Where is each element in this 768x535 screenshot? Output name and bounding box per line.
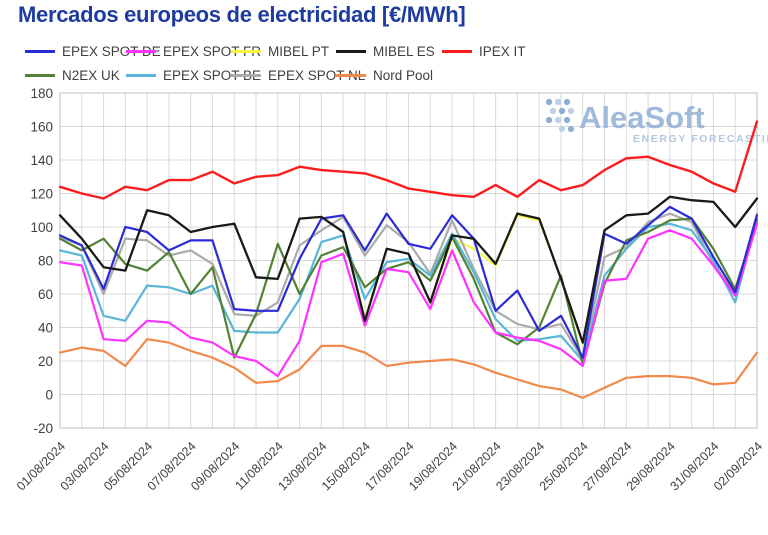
legend-item-mibel-es: MIBEL ES (336, 41, 435, 61)
legend-line-swatch (336, 49, 366, 53)
svg-text:140: 140 (30, 153, 53, 168)
plot-border (59, 92, 758, 429)
legend-label: MIBEL ES (373, 43, 435, 59)
legend-line-swatch (231, 49, 261, 53)
legend-item-mibel-pt: MIBEL PT (231, 41, 329, 61)
legend-item-epex-spot-de: EPEX SPOT DE (25, 41, 161, 61)
legend-item-epex-spot-fr: EPEX SPOT FR (126, 41, 261, 61)
svg-text:80: 80 (38, 254, 53, 269)
line-ipex-it (58, 120, 759, 200)
line-nord-pool (58, 338, 759, 399)
legend-item-n2ex-uk: N2EX UK (25, 65, 120, 85)
line-mibel-es (58, 195, 759, 344)
legend-line-swatch (25, 73, 55, 77)
legend-item-epex-spot-nl: EPEX SPOT NL (231, 65, 365, 85)
y-axis-labels: 180 160 140 120 100 80 60 40 20 0 -20 (30, 86, 53, 436)
svg-text:ENERGY FORECASTING: ENERGY FORECASTING (633, 133, 768, 145)
legend-label: EPEX SPOT FR (163, 43, 262, 59)
legend-label: Nord Pool (373, 67, 434, 83)
series-lines (58, 120, 759, 399)
svg-text:60: 60 (38, 287, 53, 302)
legend-line-swatch (126, 49, 156, 53)
legend-label: IPEX IT (479, 43, 526, 59)
svg-text:0: 0 (45, 388, 53, 403)
line-epex-spot-fr (58, 222, 759, 378)
legend-item-ipex-it: IPEX IT (442, 41, 526, 61)
line-epex-spot-de (58, 205, 759, 359)
legend-label: EPEX SPOT BE (163, 67, 262, 83)
legend-label: MIBEL PT (268, 43, 330, 59)
svg-text:AleaSoft: AleaSoft (579, 100, 705, 135)
legend-line-swatch (336, 73, 366, 77)
svg-text:180: 180 (30, 86, 53, 101)
chart-legend: EPEX SPOT DE EPEX SPOT FR MIBEL PT MIBEL ES… (0, 38, 768, 88)
svg-text:160: 160 (30, 120, 53, 135)
svg-text:-20: -20 (33, 421, 53, 436)
legend-label: EPEX SPOT DE (62, 43, 161, 59)
legend-item-epex-spot-be: EPEX SPOT BE (126, 65, 261, 85)
page-title: Mercados europeos de electricidad [€/MWh… (18, 2, 466, 27)
x-axis-labels: 01/08/202403/08/202405/08/202407/08/2024… (14, 439, 765, 493)
legend-line-swatch (126, 73, 156, 77)
legend-item-nord-pool: Nord Pool (336, 65, 433, 85)
svg-text:40: 40 (38, 321, 53, 336)
legend-label: N2EX UK (62, 67, 120, 83)
legend-label: EPEX SPOT NL (268, 67, 366, 83)
svg-text:20: 20 (38, 354, 53, 369)
svg-text:100: 100 (30, 220, 53, 235)
legend-line-swatch (25, 49, 55, 53)
legend-line-swatch (442, 49, 472, 53)
legend-line-swatch (231, 73, 261, 77)
svg-text:120: 120 (30, 187, 53, 202)
line-n2ex-uk (58, 217, 759, 366)
